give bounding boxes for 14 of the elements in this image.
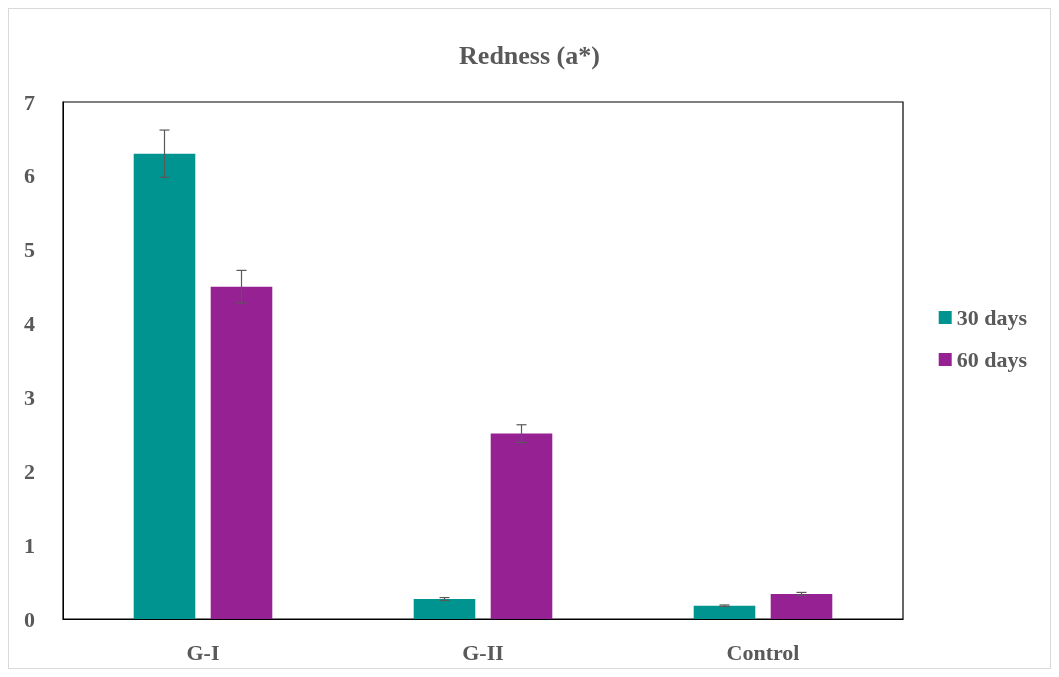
y-tick-label: 2 [24, 458, 35, 484]
y-tick-label: 0 [24, 606, 35, 632]
y-tick-label: 7 [24, 89, 35, 115]
x-tick-label: G-II [462, 639, 504, 665]
y-tick-label: 1 [24, 532, 35, 558]
y-tick-label: 3 [24, 384, 35, 410]
chart-title: Redness (a*) [459, 40, 600, 70]
y-tick-label: 4 [24, 311, 35, 337]
y-tick-label: 6 [24, 163, 35, 189]
y-tick-label: 5 [24, 237, 35, 263]
x-tick-label: G-I [186, 639, 220, 665]
x-tick-label: Control [726, 639, 800, 665]
legend-label: 30 days [956, 305, 1028, 330]
legend-label: 60 days [956, 347, 1028, 372]
